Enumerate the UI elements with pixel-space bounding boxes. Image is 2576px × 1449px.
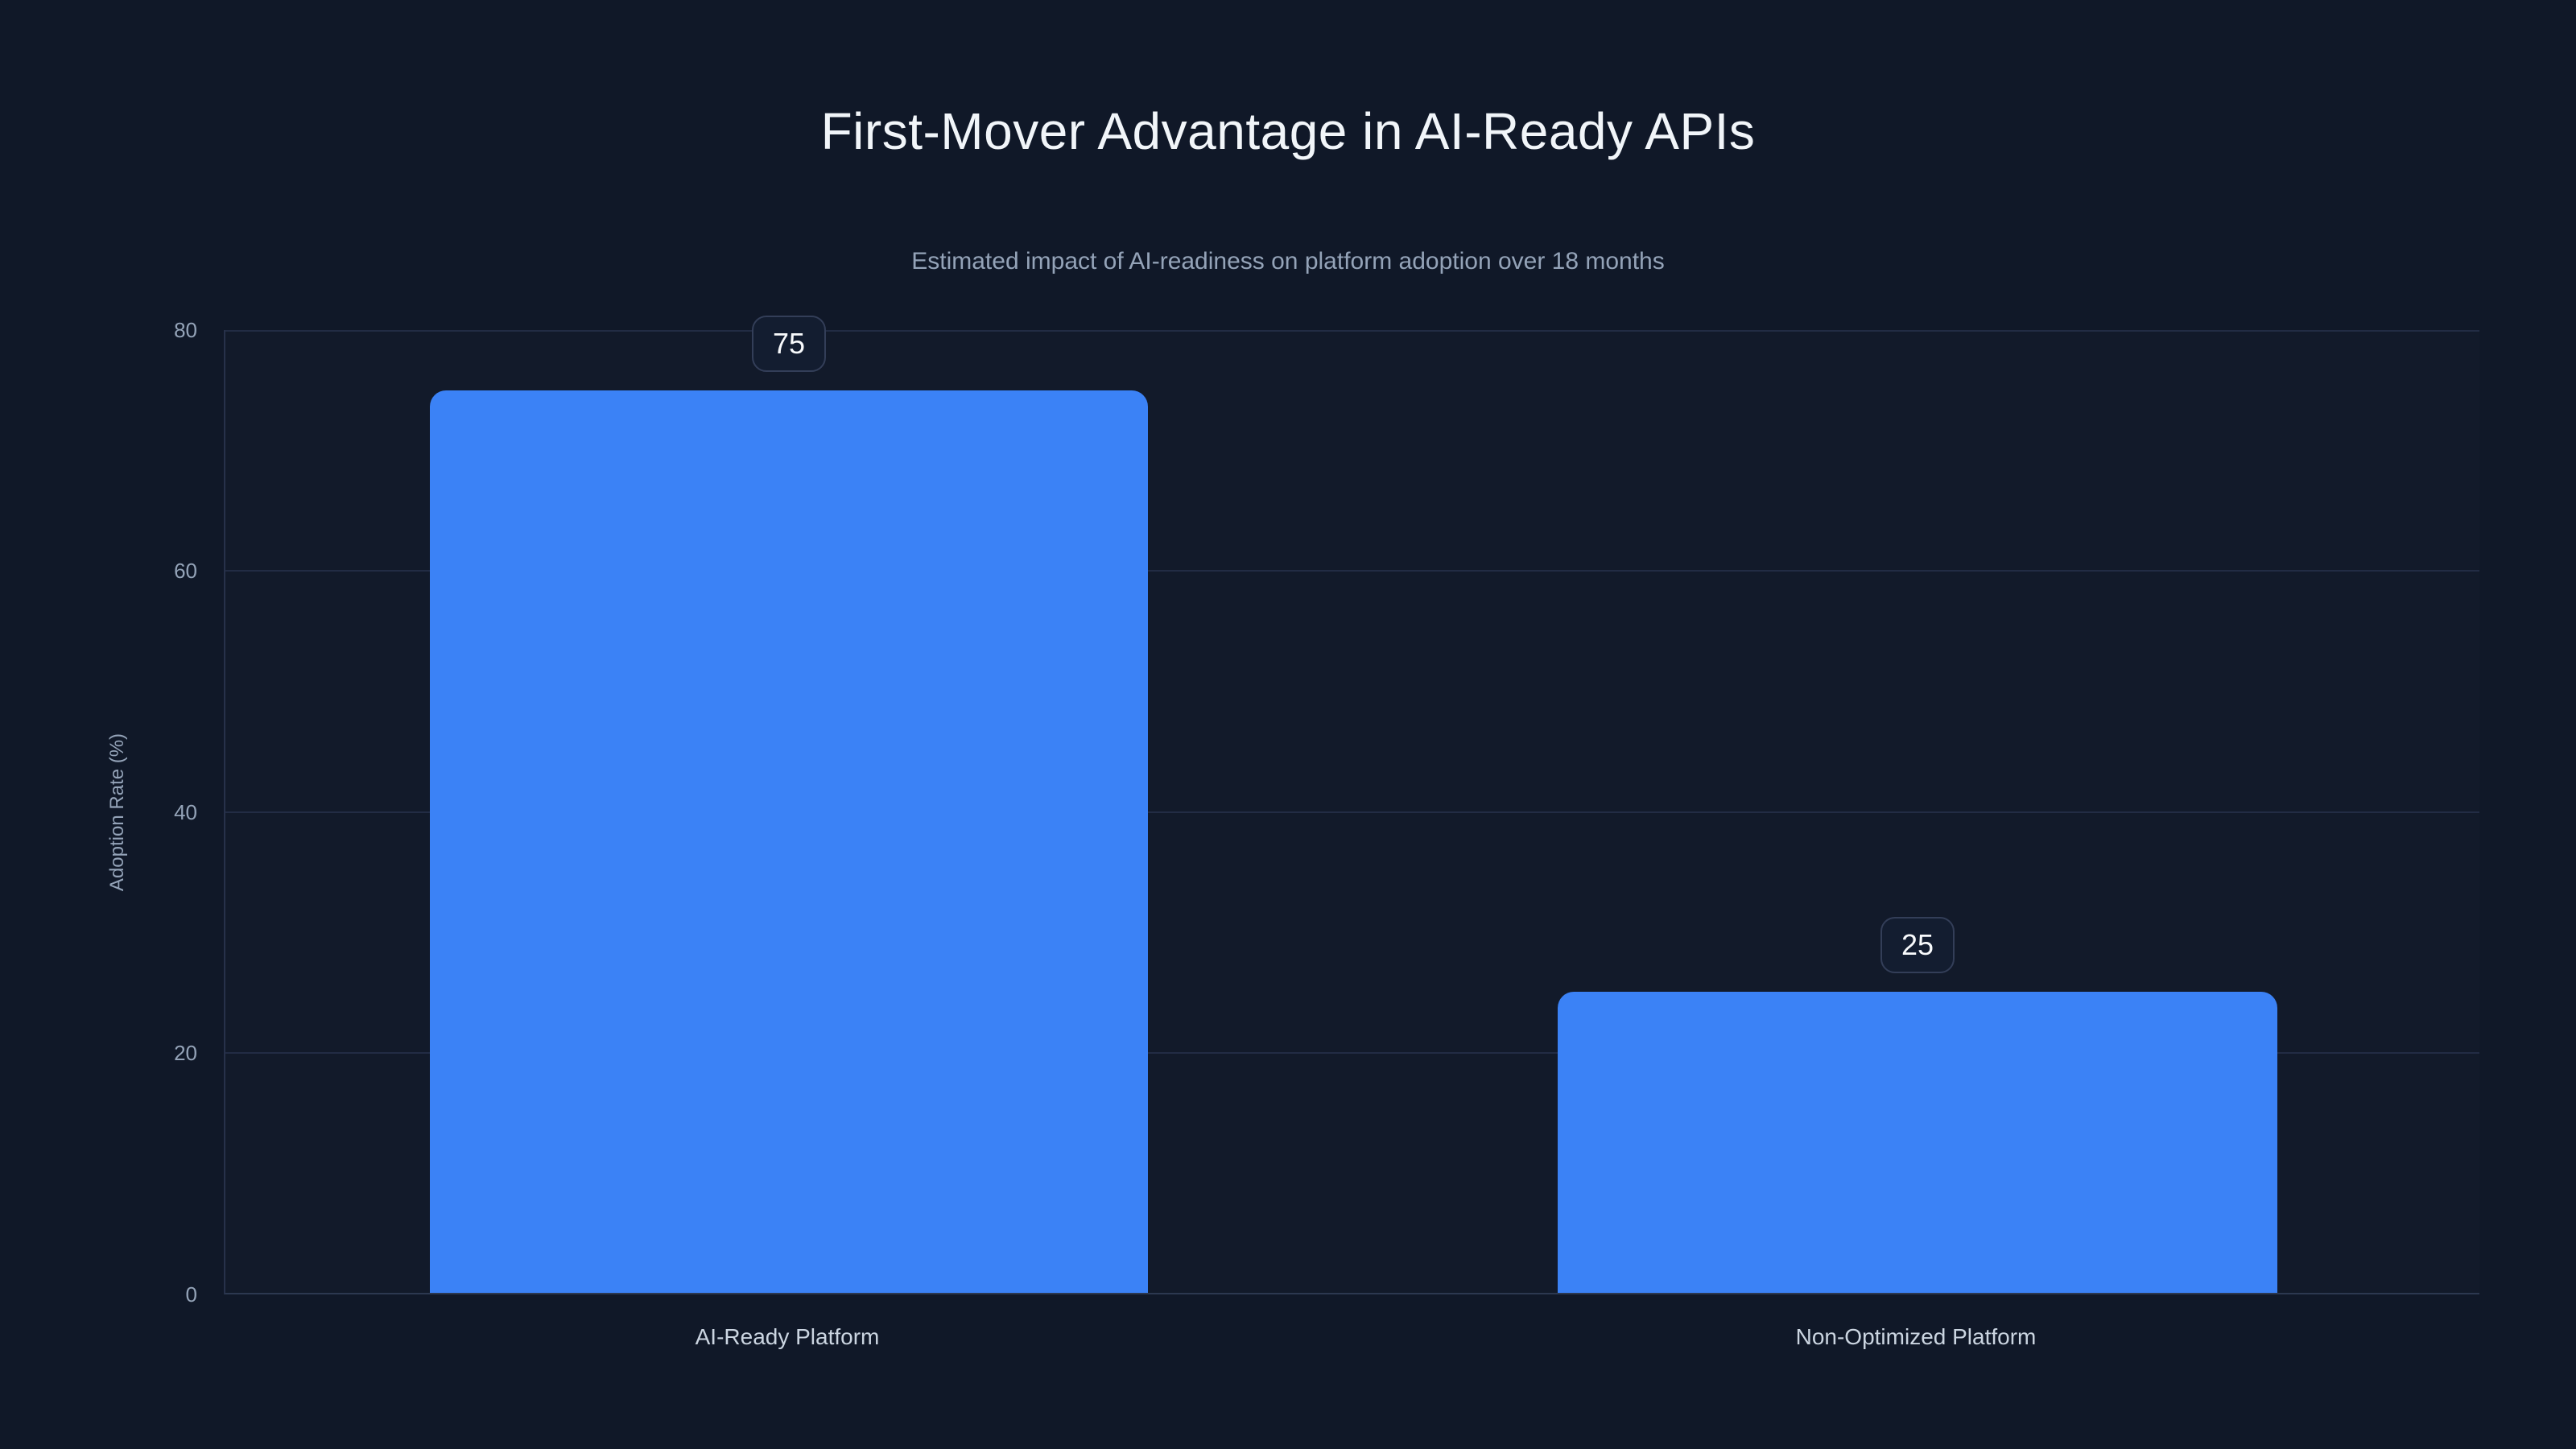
chart-subtitle: Estimated impact of AI-readiness on plat… [911,248,1665,275]
x-category-label-non-optimized: Non-Optimized Platform [1795,1324,2037,1349]
value-badge-ai-ready: 75 [752,315,826,372]
gridline-40 [225,811,2479,813]
bar-ai-ready-platform[interactable] [430,390,1148,1293]
value-label-non-optimized: 25 [1901,928,1934,962]
x-category-label-ai-ready: AI-Ready Platform [695,1324,880,1349]
plot-area: 75 25 [224,315,2479,1294]
y-tick-label-60: 60 [174,559,197,583]
bar-non-optimized-platform[interactable] [1558,992,2277,1293]
gridline-60 [225,570,2479,572]
chart-title: First-Mover Advantage in AI-Ready APIs [820,102,1756,160]
y-tick-label-20: 20 [174,1041,197,1065]
gridline-20 [225,1052,2479,1054]
y-tick-label-40: 40 [174,800,197,824]
y-tick-label-0: 0 [185,1282,197,1307]
value-label-ai-ready: 75 [772,326,806,360]
gridline-80 [225,330,2479,332]
y-tick-label-80: 80 [174,318,197,342]
value-badge-non-optimized: 25 [1880,917,1955,974]
